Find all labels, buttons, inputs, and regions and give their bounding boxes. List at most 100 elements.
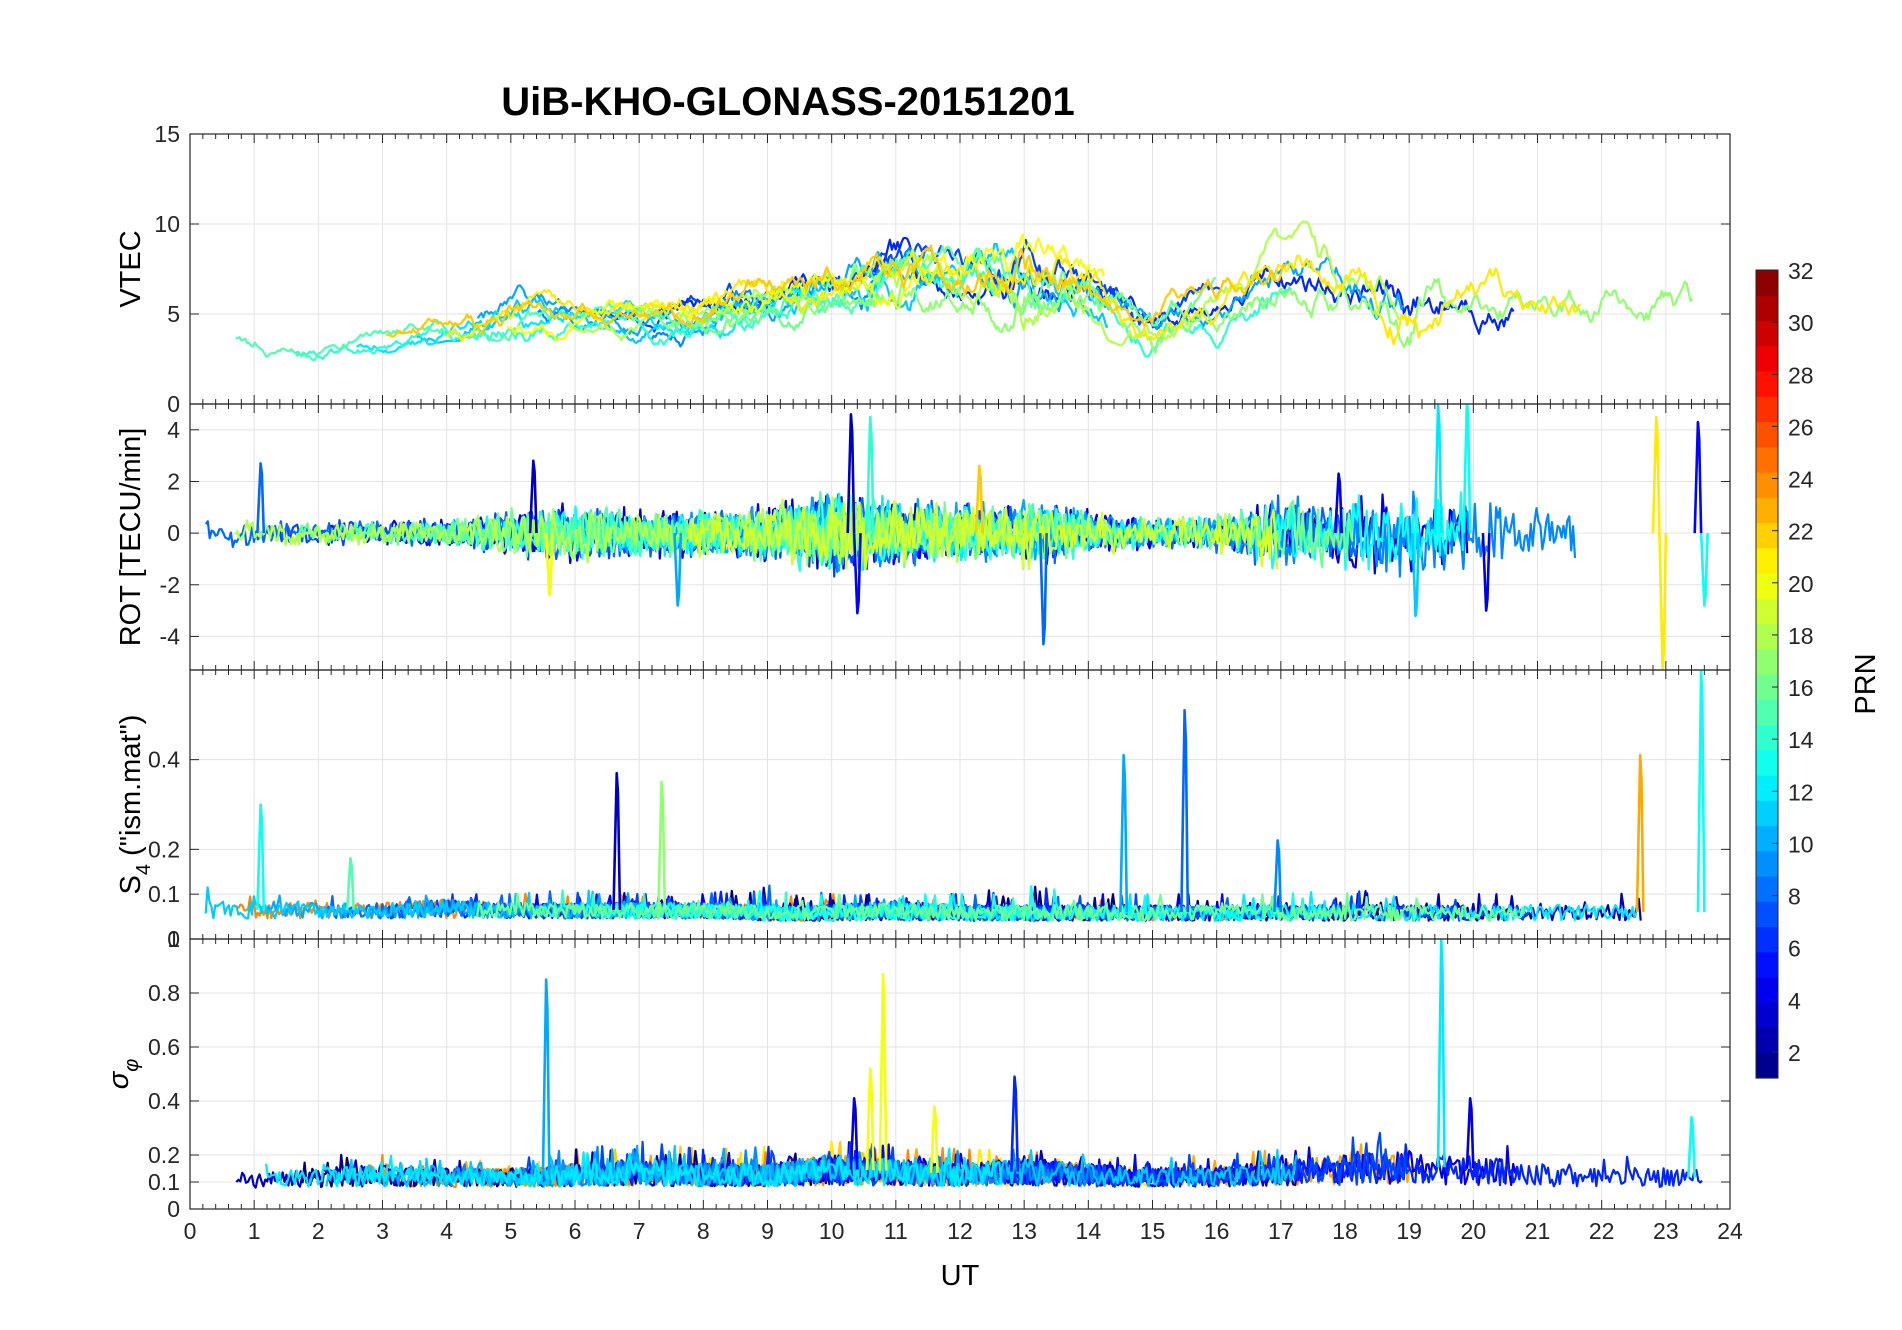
event-spike bbox=[929, 1105, 939, 1173]
x-tick-label: 15 bbox=[1140, 1218, 1166, 1244]
x-tick-label: 8 bbox=[697, 1218, 710, 1244]
colorbar-label: PRN bbox=[1850, 653, 1882, 714]
event-spike bbox=[657, 780, 667, 910]
colorbar-swatch bbox=[1756, 623, 1778, 650]
event-spike bbox=[1119, 753, 1129, 913]
x-tick-label: 7 bbox=[633, 1218, 646, 1244]
colorbar-swatch bbox=[1756, 850, 1778, 877]
event-spike bbox=[852, 533, 862, 615]
subplot-2: -4 -2 0 2 4 ROT [TECU/min] bbox=[115, 403, 1731, 671]
series-line-prn-18 bbox=[234, 506, 1059, 572]
event-spike bbox=[1038, 533, 1048, 646]
y-tick-label: 0.8 bbox=[148, 980, 180, 1006]
colorbar-swatch bbox=[1756, 497, 1778, 524]
x-tick-label: 1 bbox=[248, 1218, 261, 1244]
y-tick-label: 0.4 bbox=[148, 747, 180, 773]
event-spike bbox=[1462, 404, 1472, 534]
colorbar-tick-label: 8 bbox=[1788, 884, 1801, 910]
colorbar-tick-label: 28 bbox=[1788, 362, 1814, 388]
x-tick-label: 16 bbox=[1204, 1218, 1230, 1244]
colorbar-tick-label: 26 bbox=[1788, 414, 1814, 440]
series-line-prn-19 bbox=[687, 496, 1279, 571]
series-line-prn-17 bbox=[627, 277, 1694, 354]
colorbar-swatch bbox=[1756, 749, 1778, 776]
event-spike bbox=[865, 1067, 875, 1171]
event-spike bbox=[878, 972, 888, 1171]
x-tick-label: 2 bbox=[312, 1218, 325, 1244]
event-spike bbox=[865, 415, 875, 534]
series-group bbox=[235, 939, 1703, 1189]
x-axis-label: UT bbox=[941, 1260, 980, 1292]
x-tick-label: 21 bbox=[1525, 1218, 1551, 1244]
series-line-prn-14 bbox=[295, 251, 1293, 360]
y-tick-label: 1 bbox=[167, 926, 180, 952]
colorbar-swatch bbox=[1756, 1052, 1778, 1079]
colorbar-swatch bbox=[1756, 699, 1778, 726]
colorbar-swatch bbox=[1756, 1002, 1778, 1029]
colorbar-tick-label: 6 bbox=[1788, 936, 1801, 962]
y-tick-label: 0.6 bbox=[148, 1034, 180, 1060]
x-tick-label: 24 bbox=[1717, 1218, 1743, 1244]
x-tick-label: 14 bbox=[1076, 1218, 1102, 1244]
event-spike bbox=[544, 533, 554, 597]
event-spike bbox=[1436, 939, 1446, 1168]
x-tick-label: 0 bbox=[184, 1218, 197, 1244]
colorbar-swatch bbox=[1756, 977, 1778, 1003]
x-tick-label: 13 bbox=[1011, 1218, 1037, 1244]
event-spike bbox=[673, 533, 683, 607]
x-tick-label: 4 bbox=[440, 1218, 453, 1244]
event-spike bbox=[1651, 415, 1661, 534]
event-spike bbox=[528, 459, 538, 534]
colorbar-swatch bbox=[1756, 901, 1778, 928]
series-line-prn-16 bbox=[688, 245, 1217, 336]
y-axis-label: S4 ("ism.mat") bbox=[115, 715, 155, 895]
colorbar-swatch bbox=[1756, 547, 1778, 574]
y-tick-label: 0.2 bbox=[148, 836, 180, 862]
x-tick-label: 19 bbox=[1396, 1218, 1422, 1244]
y-tick-label: 0 bbox=[167, 520, 180, 546]
colorbar-frame bbox=[1755, 269, 1779, 1079]
colorbar-tick-label: 12 bbox=[1788, 779, 1814, 805]
x-tick-label: 18 bbox=[1332, 1218, 1358, 1244]
colorbar-swatch bbox=[1756, 320, 1778, 347]
series-group bbox=[235, 220, 1694, 362]
colorbar-swatch bbox=[1756, 926, 1778, 953]
colorbar-swatch bbox=[1756, 396, 1778, 423]
colorbar-tick-label: 16 bbox=[1788, 675, 1814, 701]
y-tick-label: 0.4 bbox=[148, 1088, 180, 1114]
x-tick-label: 11 bbox=[884, 1218, 908, 1244]
event-spike bbox=[1658, 533, 1668, 670]
chart-title: UiB-KHO-GLONASS-20151201 bbox=[501, 80, 1075, 124]
subplot-3: 0 0.1 0.2 0.4S4 ("ism.mat") bbox=[115, 669, 1731, 952]
colorbar-swatch bbox=[1756, 421, 1778, 448]
colorbar-swatch bbox=[1756, 951, 1778, 978]
x-tick-label: 5 bbox=[504, 1218, 517, 1244]
event-spike bbox=[1635, 753, 1645, 913]
x-tick-label: 17 bbox=[1268, 1218, 1294, 1244]
event-spike bbox=[1273, 839, 1283, 913]
event-spike bbox=[1411, 533, 1421, 618]
event-spike bbox=[1686, 1115, 1697, 1178]
colorbar-swatch bbox=[1756, 598, 1778, 625]
y-tick-label: 10 bbox=[154, 211, 180, 237]
colorbar-tick-label: 22 bbox=[1788, 519, 1814, 545]
y-tick-label: 0 bbox=[167, 1196, 180, 1222]
series-line-prn-16 bbox=[476, 892, 1526, 922]
colorbar-tick-label: 14 bbox=[1788, 727, 1814, 753]
x-tick-label: 22 bbox=[1589, 1218, 1615, 1244]
colorbar-swatch bbox=[1756, 775, 1778, 801]
x-tick-label: 9 bbox=[761, 1218, 774, 1244]
colorbar-swatch bbox=[1756, 345, 1778, 372]
colorbar-tick-label: 4 bbox=[1788, 988, 1801, 1014]
series-line-prn-11 bbox=[325, 1144, 1298, 1188]
event-spike bbox=[256, 803, 266, 910]
event-spike bbox=[846, 413, 856, 534]
y-tick-label: -4 bbox=[160, 623, 181, 649]
subplot-1: 0 5 10 15 VTEC bbox=[115, 121, 1731, 417]
x-tick-labels: 0 1 2 3 4 5 6 7 8 9 10 11 12 13 14 15 16 17 18 19 20 21 22 23 24 bbox=[184, 1218, 1743, 1244]
colorbar-swatch bbox=[1756, 270, 1778, 296]
x-tick-label: 23 bbox=[1653, 1218, 1679, 1244]
